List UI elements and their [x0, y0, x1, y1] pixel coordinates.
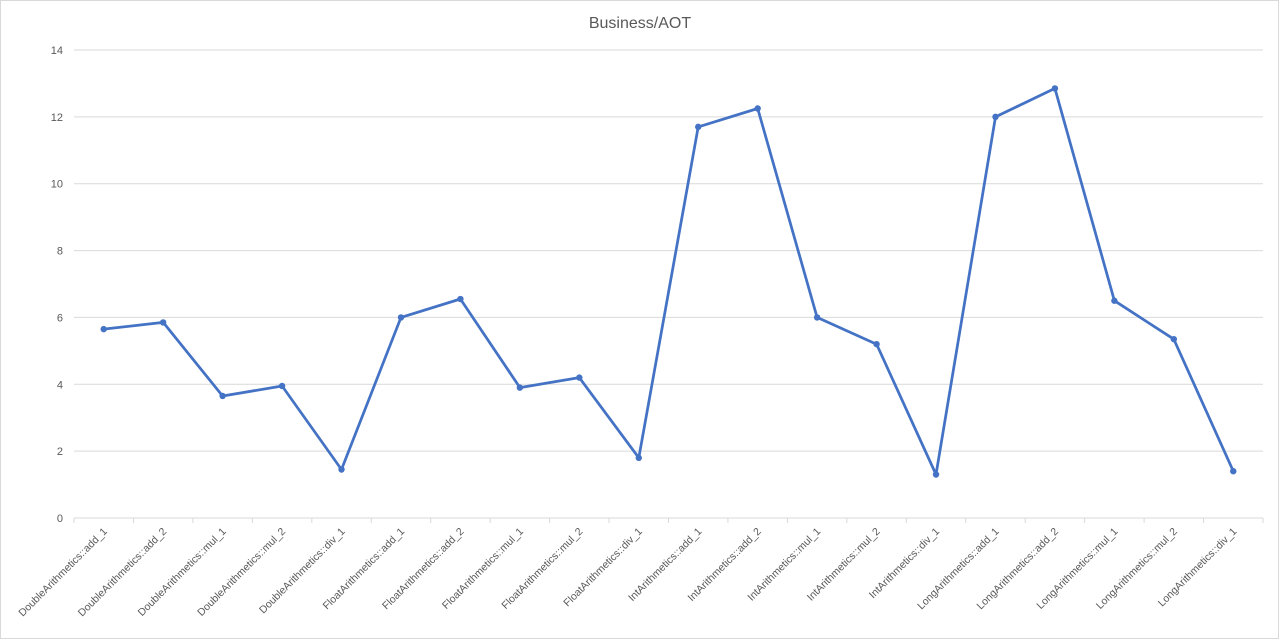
data-point [516, 384, 524, 391]
y-tick-label: 2 [57, 446, 63, 458]
chart-title: Business/AOT [589, 15, 691, 32]
y-tick-label: 6 [57, 312, 63, 324]
data-point [100, 325, 107, 333]
x-axis: DoubleArithmetics::add_1DoubleArithmetic… [16, 518, 1264, 619]
data-point [219, 392, 226, 400]
data-point [873, 340, 880, 348]
y-tick-label: 10 [51, 179, 63, 191]
y-axis: 0 2 4 6 8 10 12 14 [51, 45, 63, 525]
plot-area [100, 85, 1237, 478]
y-tick-label: 14 [51, 45, 63, 57]
data-point [992, 113, 999, 121]
y-tick-label: 12 [51, 112, 63, 124]
data-point [1170, 335, 1178, 343]
data-point [576, 374, 583, 381]
data-point [813, 314, 821, 321]
data-point [159, 319, 167, 326]
data-point [1230, 468, 1237, 475]
data-point [695, 123, 702, 131]
data-point [397, 314, 405, 321]
y-tick-label: 0 [57, 513, 63, 525]
data-point [338, 466, 345, 473]
gridlines [74, 49, 1263, 519]
y-tick-label: 8 [57, 246, 63, 258]
data-point [754, 105, 761, 112]
data-point [457, 295, 464, 303]
series-line [102, 87, 1235, 476]
data-point [1111, 297, 1118, 304]
y-tick-label: 4 [57, 379, 63, 391]
data-point [635, 454, 642, 462]
data-point [932, 471, 940, 478]
data-point [278, 382, 286, 390]
data-point [1051, 85, 1059, 92]
